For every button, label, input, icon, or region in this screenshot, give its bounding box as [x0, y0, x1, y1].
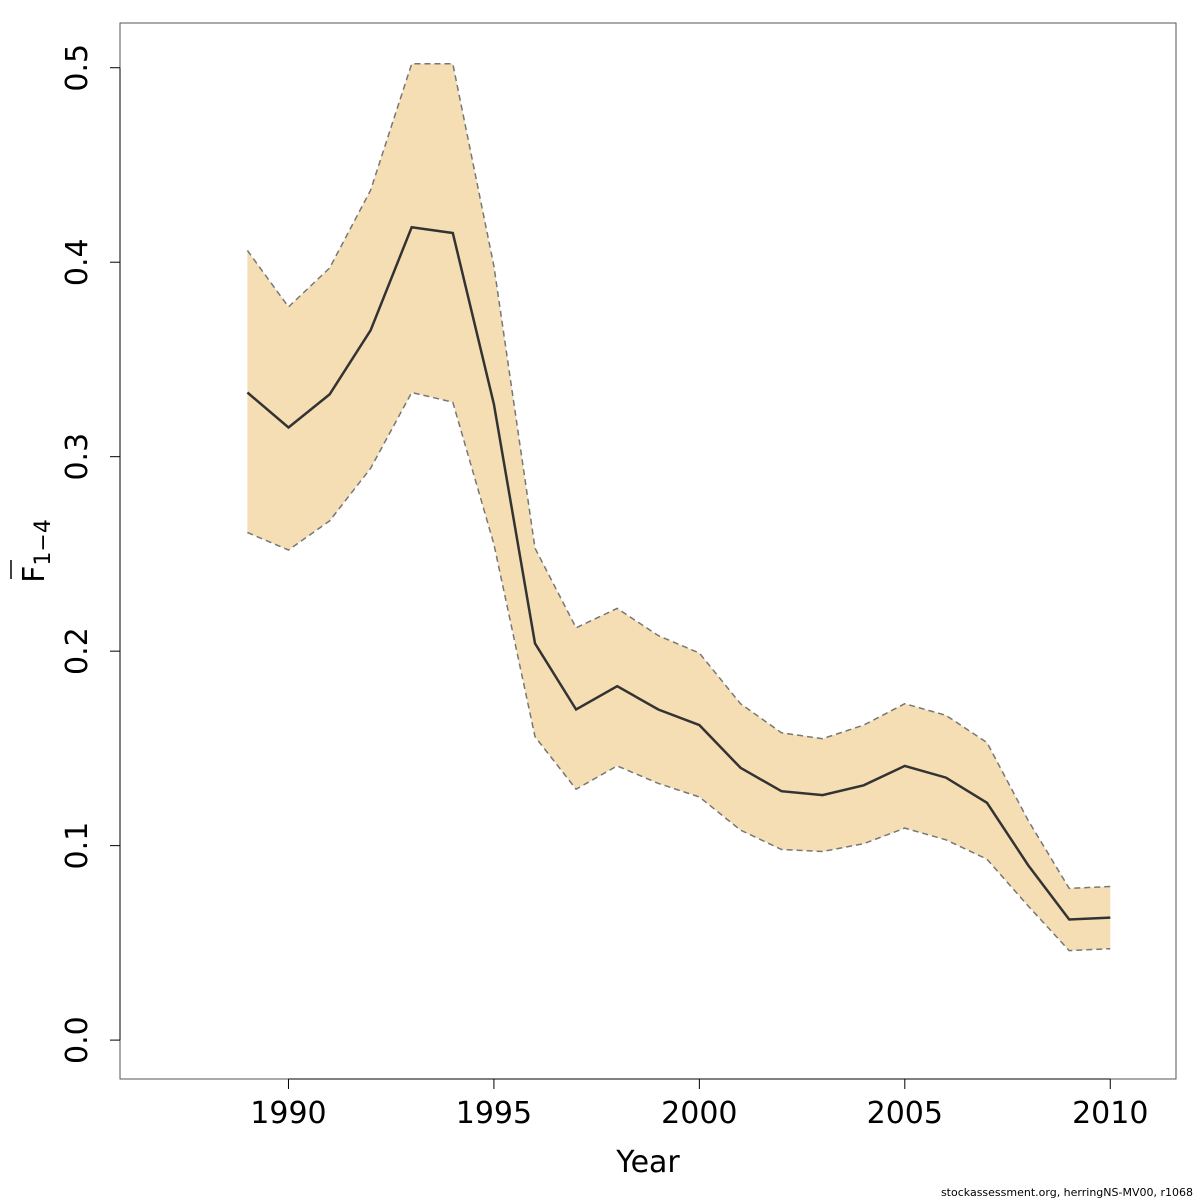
- x-tick-label-1990: 1990: [250, 1096, 326, 1131]
- y-axis-title: F1−4: [10, 519, 56, 583]
- y-tick-label-0.1: 0.1: [60, 822, 95, 870]
- confidence-band-area: [247, 63, 1111, 951]
- x-tick-label-2005: 2005: [867, 1096, 943, 1131]
- confidence-band-layer: [246, 63, 1111, 952]
- upper-bound-line: [246, 63, 1111, 890]
- estimate-line: [246, 225, 1111, 921]
- lower-bound-line: [247, 391, 1111, 952]
- estimate-line-layer: [246, 225, 1111, 921]
- x-tick-label-1995: 1995: [456, 1096, 532, 1131]
- y-axis-title-main: F: [17, 566, 52, 583]
- x-tick-label-2010: 2010: [1072, 1096, 1148, 1131]
- x-axis-title: Year: [615, 1145, 680, 1180]
- x-axis: 1990 1995 2000 2005 2010: [250, 1078, 1148, 1131]
- svg-text:F1−4: F1−4: [17, 519, 56, 583]
- y-tick-label-0.5: 0.5: [60, 44, 95, 92]
- y-tick-label-0.0: 0.0: [60, 1016, 95, 1064]
- x-tick-label-2000: 2000: [661, 1096, 737, 1131]
- y-axis-title-sub: 1−4: [31, 519, 56, 565]
- plot-frame: [119, 22, 1177, 1080]
- y-tick-label-0.3: 0.3: [60, 433, 95, 481]
- footer-credit: stockassessment.org, herringNS-MV00, r10…: [941, 1186, 1193, 1199]
- y-tick-label-0.2: 0.2: [60, 627, 95, 675]
- y-axis: 0.0 0.1 0.2 0.3 0.4 0.5: [60, 44, 121, 1064]
- y-tick-label-0.4: 0.4: [60, 238, 95, 286]
